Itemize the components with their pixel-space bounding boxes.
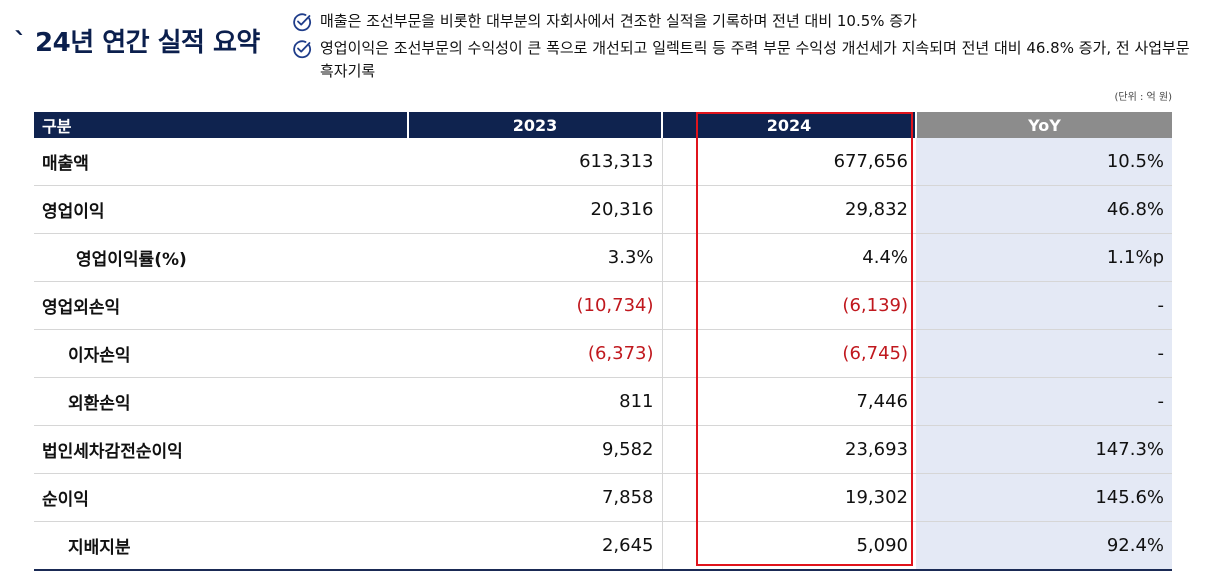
cell-2024: 7,446	[662, 377, 916, 426]
summary-bullet: 영업이익은 조선부문의 수익성이 큰 폭으로 개선되고 일렉트릭 등 주력 부문…	[292, 37, 1202, 83]
table-row: 지배지분 2,645 5,090 92.4%	[34, 521, 1172, 571]
cell-2023: 20,316	[408, 185, 663, 234]
table-row: 외환손익 811 7,446 -	[34, 377, 1172, 426]
cell-2023: 2,645	[408, 521, 663, 571]
summary-bullets: 매출은 조선부문을 비롯한 대부분의 자회사에서 견조한 실적을 기록하며 전년…	[292, 10, 1202, 87]
cell-2024: 677,656	[662, 138, 916, 186]
row-label: 외환손익	[34, 377, 408, 426]
cell-2024: (6,745)	[662, 329, 916, 378]
header-category: 구분	[34, 112, 408, 138]
cell-2023: 613,313	[408, 138, 663, 186]
cell-2024: 4.4%	[662, 233, 916, 282]
table-row: 매출액 613,313 677,656 10.5%	[34, 138, 1172, 186]
cell-yoy: 46.8%	[916, 185, 1172, 234]
cell-2023: 7,858	[408, 473, 663, 522]
cell-2024: 29,832	[662, 185, 916, 234]
page-title: ` 24년 연간 실적 요약	[14, 28, 260, 58]
summary-bullet-text: 매출은 조선부문을 비롯한 대부분의 자회사에서 견조한 실적을 기록하며 전년…	[320, 12, 917, 30]
summary-bullet-text: 영업이익은 조선부문의 수익성이 큰 폭으로 개선되고 일렉트릭 등 주력 부문…	[320, 39, 1190, 80]
table-row: 영업이익 20,316 29,832 46.8%	[34, 185, 1172, 234]
header-2024: 2024	[661, 112, 916, 138]
row-label: 매출액	[34, 138, 408, 186]
row-label: 순이익	[34, 473, 408, 522]
cell-2023: 9,582	[408, 425, 663, 474]
cell-2024: (6,139)	[662, 281, 916, 330]
cell-yoy: 92.4%	[916, 521, 1172, 571]
cell-yoy: -	[916, 377, 1172, 426]
cell-yoy: -	[916, 329, 1172, 378]
cell-yoy: -	[916, 281, 1172, 330]
table-row: 영업외손익 (10,734) (6,139) -	[34, 281, 1172, 330]
cell-2024: 23,693	[662, 425, 916, 474]
summary-bullet: 매출은 조선부문을 비롯한 대부분의 자회사에서 견조한 실적을 기록하며 전년…	[292, 10, 1202, 33]
header-2023: 2023	[407, 112, 662, 138]
cell-2023: (10,734)	[408, 281, 663, 330]
row-label: 지배지분	[34, 521, 408, 571]
cell-2024: 5,090	[662, 521, 916, 571]
row-label: 영업외손익	[34, 281, 408, 330]
table-row: 법인세차감전순이익 9,582 23,693 147.3%	[34, 425, 1172, 474]
table-row: 순이익 7,858 19,302 145.6%	[34, 473, 1172, 522]
check-circle-icon	[293, 40, 312, 59]
table-row: 영업이익률(%) 3.3% 4.4% 1.1%p	[34, 233, 1172, 282]
cell-2023: 3.3%	[408, 233, 663, 282]
row-label: 영업이익	[34, 185, 408, 234]
header-yoy: YoY	[915, 112, 1172, 138]
results-table: 구분 2023 2024 YoY 매출액 613,313 677,656 10.…	[34, 112, 1172, 571]
check-circle-icon	[293, 13, 312, 32]
cell-yoy: 1.1%p	[916, 233, 1172, 282]
cell-yoy: 147.3%	[916, 425, 1172, 474]
row-label: 영업이익률(%)	[34, 233, 408, 282]
row-label: 법인세차감전순이익	[34, 425, 408, 474]
unit-note: (단위 : 억 원)	[1114, 92, 1172, 103]
cell-2023: 811	[408, 377, 663, 426]
cell-2024: 19,302	[662, 473, 916, 522]
cell-yoy: 145.6%	[916, 473, 1172, 522]
cell-2023: (6,373)	[408, 329, 663, 378]
cell-yoy: 10.5%	[916, 138, 1172, 186]
row-label: 이자손익	[34, 329, 408, 378]
table-header-row: 구분 2023 2024 YoY	[34, 112, 1172, 138]
table-row: 이자손익 (6,373) (6,745) -	[34, 329, 1172, 378]
